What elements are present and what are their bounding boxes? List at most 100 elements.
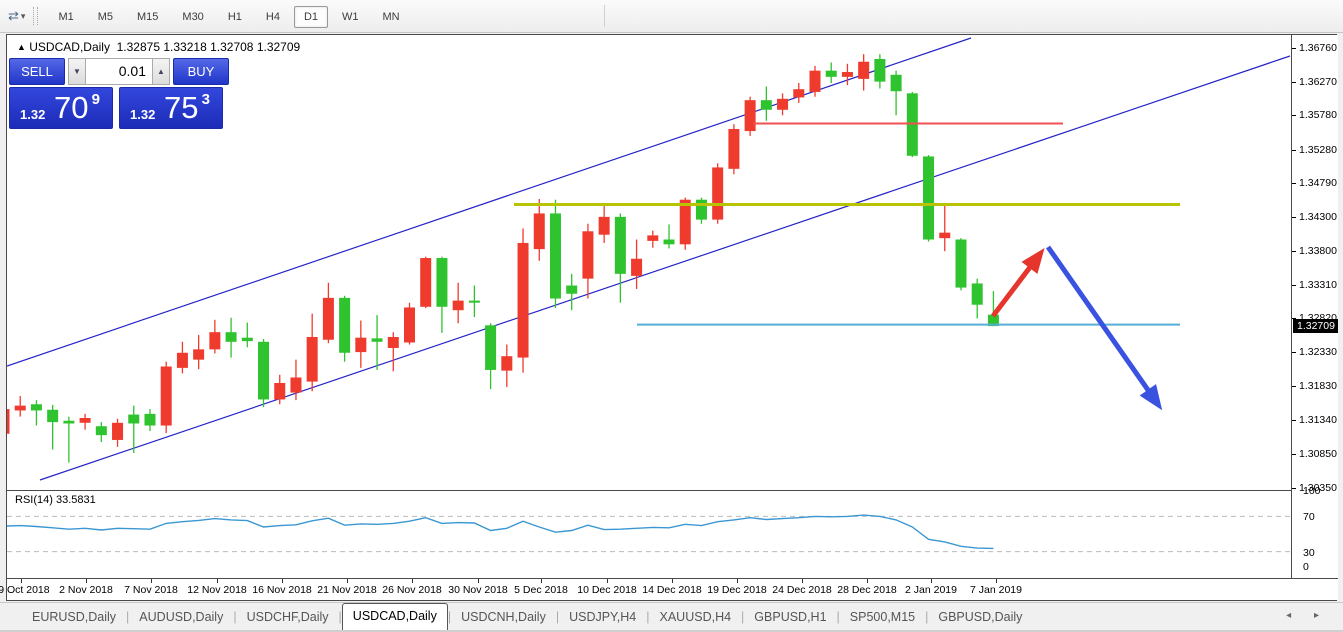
time-tick-mark xyxy=(412,579,413,583)
chart-tab-eurusd-daily[interactable]: EURUSD,Daily xyxy=(32,610,117,624)
time-tick-mark xyxy=(21,579,22,583)
time-tick-mark xyxy=(996,579,997,583)
candle-body xyxy=(793,89,805,98)
chart-tab-usdjpy-h4[interactable]: USDJPY,H4 xyxy=(569,610,637,624)
price-axis[interactable]: 1.36760 1.36270 1.35780 1.35280 1.34790 1.343… xyxy=(1291,35,1338,578)
rsi-tick-label: 100 xyxy=(1303,485,1321,497)
rsi-indicator-label: RSI(14) 33.5831 xyxy=(15,494,96,506)
bearish-arrow-annotation[interactable] xyxy=(1045,245,1163,411)
ohlc-high: 1.33218 xyxy=(163,40,207,54)
sell-price-main: 70 xyxy=(54,90,89,125)
timeframe-button-m30[interactable]: M30 xyxy=(182,11,204,23)
trend-channel-line[interactable] xyxy=(7,37,972,367)
candle-body xyxy=(971,283,983,305)
sell-quote-box[interactable]: 1.32 70 9 xyxy=(9,87,113,129)
tab-separator: | xyxy=(646,610,650,624)
ohlc-open: 1.32875 xyxy=(116,40,161,54)
time-tick-mark xyxy=(217,579,218,583)
candle-body xyxy=(95,426,107,436)
candle-body xyxy=(631,258,643,276)
timeframe-button-m15[interactable]: M15 xyxy=(137,11,159,23)
volume-input[interactable]: 0.01 xyxy=(86,58,152,85)
candle-body xyxy=(176,352,188,368)
buy-button[interactable]: BUY xyxy=(173,58,229,85)
price-tick-label: 1.30850 xyxy=(1292,448,1339,460)
bullish-arrow-annotation[interactable] xyxy=(991,248,1045,318)
chart-tab-sp500-m15[interactable]: SP500,M15 xyxy=(849,610,916,624)
time-tick-label: 19 Dec 2018 xyxy=(707,584,767,596)
tab-scroll-arrows[interactable]: ◂ ▸ xyxy=(1286,610,1329,621)
candle-body xyxy=(663,239,675,245)
candle-body xyxy=(193,349,205,360)
candle-body xyxy=(923,156,935,240)
time-tick-mark xyxy=(151,579,152,583)
top-toolbar: ⇄ ▾ M1 M5 M15 M30 H1 H4 D1 W1 MN xyxy=(0,0,1343,33)
candle-body xyxy=(339,297,351,353)
time-tick-label: 10 Dec 2018 xyxy=(577,584,637,596)
sell-price-pip: 9 xyxy=(91,91,100,108)
volume-up-button[interactable]: ▲ xyxy=(152,58,170,85)
collapse-triangle-icon[interactable]: ▲ xyxy=(17,42,26,52)
chart-tab-gbpusd-h1[interactable]: GBPUSD,H1 xyxy=(754,610,827,624)
chart-symbol-label: USDCAD,Daily xyxy=(29,40,110,54)
candle-body xyxy=(387,336,399,348)
price-tick-label: 1.36270 xyxy=(1292,76,1339,88)
candle-body xyxy=(841,72,853,77)
chart-tab-gbpusd-daily[interactable]: GBPUSD,Daily xyxy=(938,610,1023,624)
candlestick-chart-canvas[interactable] xyxy=(7,35,1291,490)
candle-body xyxy=(874,58,886,82)
candle-body xyxy=(112,422,124,440)
timeframe-button-h1[interactable]: H1 xyxy=(227,11,242,23)
chart-tab-usdcad-daily[interactable]: USDCAD,Daily xyxy=(341,603,448,631)
buy-quote-box[interactable]: 1.32 75 3 xyxy=(119,87,223,129)
chart-symbol-header: ▲ USDCAD,Daily 1.32875 1.33218 1.32708 1… xyxy=(17,40,300,54)
candle-body xyxy=(63,420,75,424)
window-bottom-edge xyxy=(0,630,1343,632)
volume-down-button[interactable]: ▼ xyxy=(68,58,86,85)
candle-body xyxy=(598,216,610,235)
time-tick-mark xyxy=(802,579,803,583)
candle-body xyxy=(744,100,756,132)
chart-tab-audusd-daily[interactable]: AUDUSD,Daily xyxy=(139,610,224,624)
timeframe-button-w1[interactable]: W1 xyxy=(342,11,359,23)
sell-button[interactable]: SELL xyxy=(9,58,65,85)
time-tick-label: 24 Dec 2018 xyxy=(772,584,832,596)
candle-body xyxy=(695,199,707,220)
time-tick-label: 26 Nov 2018 xyxy=(382,584,442,596)
candle-body xyxy=(987,314,999,327)
candle-body xyxy=(241,337,253,342)
price-tick-label: 1.34300 xyxy=(1292,211,1339,223)
panel-splitter[interactable] xyxy=(7,490,1291,491)
time-tick-mark xyxy=(672,579,673,583)
time-tick-label: 2 Jan 2019 xyxy=(905,584,957,596)
rsi-chart-canvas[interactable] xyxy=(7,491,1291,578)
chart-tab-usdcnh-daily[interactable]: USDCNH,Daily xyxy=(461,610,546,624)
timeframe-button-m1[interactable]: M1 xyxy=(58,11,74,23)
timeframe-button-d1[interactable]: D1 xyxy=(293,6,328,28)
time-tick-mark xyxy=(347,579,348,583)
candle-body xyxy=(436,258,448,307)
candle-body xyxy=(582,231,594,279)
chart-area: ▲ USDCAD,Daily 1.32875 1.33218 1.32708 1… xyxy=(0,34,1338,601)
ohlc-low: 1.32708 xyxy=(210,40,254,54)
time-axis[interactable]: 29 Oct 2018 2 Nov 2018 7 Nov 2018 12 Nov 20… xyxy=(0,579,1338,600)
timeframe-button-m5[interactable]: M5 xyxy=(97,11,113,23)
chart-tab-xauusd-h4[interactable]: XAUUSD,H4 xyxy=(659,610,732,624)
chart-mode-icon[interactable]: ⇄ xyxy=(8,8,19,23)
trend-channel-line[interactable] xyxy=(39,55,1291,481)
chevron-down-icon[interactable]: ▾ xyxy=(20,10,26,21)
rsi-line xyxy=(7,514,994,550)
rsi-tick-label: 70 xyxy=(1303,511,1315,524)
chart-tabs-bar: EURUSD,Daily | AUDUSD,Daily | USDCHF,Daily | U… xyxy=(0,602,1343,631)
tab-separator: | xyxy=(555,610,560,624)
chart-tab-usdchf-daily[interactable]: USDCHF,Daily xyxy=(246,610,329,624)
candle-body xyxy=(258,341,270,400)
tab-separator: | xyxy=(741,610,745,624)
time-tick-label: 7 Nov 2018 xyxy=(124,584,178,596)
toolbar-grip-handle[interactable] xyxy=(33,7,39,25)
timeframe-button-mn[interactable]: MN xyxy=(382,11,400,23)
time-tick-label: 14 Dec 2018 xyxy=(642,584,702,596)
rsi-tick-label: 0 xyxy=(1303,561,1309,573)
timeframe-button-h4[interactable]: H4 xyxy=(265,11,280,23)
candle-body xyxy=(501,356,513,371)
